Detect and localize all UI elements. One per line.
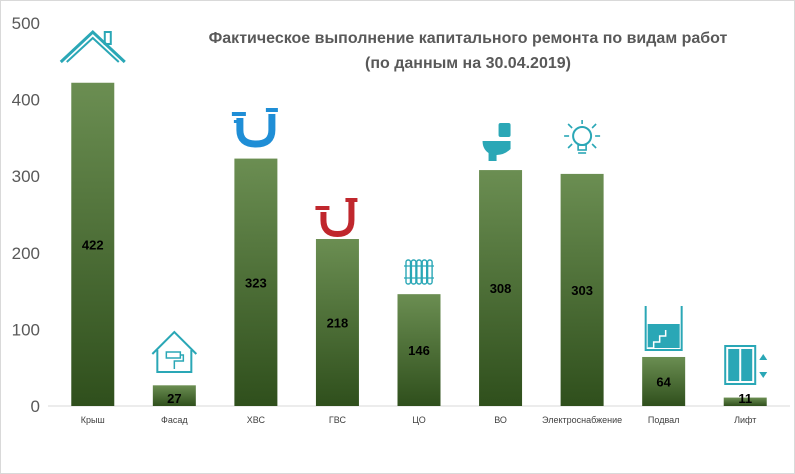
category-label: Крыш	[81, 415, 105, 425]
y-tick-label: 100	[12, 320, 40, 339]
bars-group: 422 Крыш 27 Фасад 323 ХВС 218 ГВС 146 ЦО 308 ВО 303 Э…	[71, 82, 767, 425]
value-label: 303	[571, 283, 593, 298]
elevator-icon	[724, 345, 768, 385]
hot-water-pipe-icon	[315, 198, 358, 238]
y-axis: 0 100 200 300 400 500	[12, 14, 40, 416]
toilet-icon	[482, 123, 511, 161]
light-bulb-icon	[564, 120, 601, 154]
house-roof-icon	[59, 29, 126, 64]
bar-1	[71, 82, 115, 407]
category-label: Электроснабжение	[542, 415, 622, 425]
bar-2	[152, 385, 196, 406]
category-label: ЦО	[412, 415, 425, 425]
bar-3	[234, 158, 278, 406]
value-label: 146	[408, 343, 430, 358]
house-painting-icon	[151, 330, 198, 373]
value-label: 218	[327, 316, 349, 331]
basement-icon	[644, 306, 683, 351]
bar-8	[642, 356, 686, 406]
bar-6	[479, 170, 523, 406]
value-label: 27	[167, 391, 181, 406]
y-tick-label: 300	[12, 167, 40, 186]
y-tick-label: 200	[12, 244, 40, 263]
y-tick-label: 500	[12, 14, 40, 33]
bar-5	[397, 294, 441, 406]
category-label: Фасад	[161, 415, 188, 425]
value-label: 64	[656, 374, 671, 389]
y-tick-label: 400	[12, 91, 40, 110]
category-label: Лифт	[734, 415, 756, 425]
cold-water-pipe-icon	[231, 108, 278, 148]
chart-title: Фактическое выполнение капитального ремо…	[209, 30, 728, 47]
bar-4	[315, 239, 359, 406]
bar-7	[560, 173, 604, 406]
value-label: 308	[490, 281, 512, 296]
chart-subtitle: (по данным на 30.04.2019)	[365, 55, 571, 72]
value-label: 422	[82, 237, 104, 252]
icons-group	[59, 29, 768, 385]
category-label: ВО	[494, 415, 507, 425]
category-label: ХВС	[247, 415, 266, 425]
radiator-icon	[404, 259, 434, 285]
value-label: 11	[738, 391, 752, 406]
y-tick-label: 0	[31, 397, 40, 416]
category-label: Подвал	[648, 415, 679, 425]
bar-9	[723, 397, 767, 406]
value-label: 323	[245, 275, 267, 290]
category-label: ГВС	[329, 415, 347, 425]
